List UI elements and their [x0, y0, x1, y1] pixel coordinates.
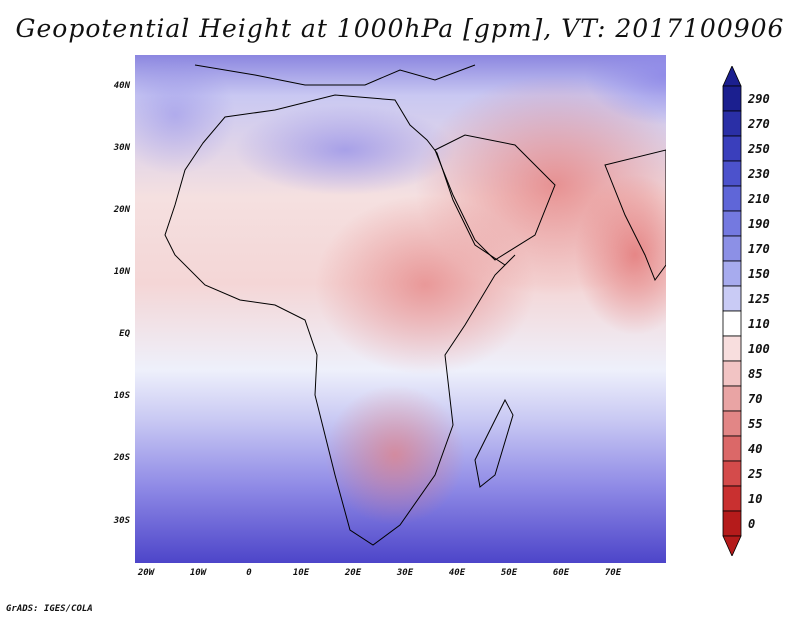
lon-label: 0: [246, 568, 252, 578]
lat-label: 10S: [113, 391, 130, 401]
colorbar-label: 230: [748, 166, 770, 181]
colorbar-swatch: [722, 235, 742, 262]
colorbar-label: 190: [748, 216, 770, 231]
colorbar-label: 250: [748, 141, 770, 156]
colorbar-label: 40: [748, 441, 763, 456]
colorbar-swatch: [722, 85, 742, 112]
colorbar-label: 55: [748, 416, 763, 431]
height-field-map: [135, 55, 666, 563]
colorbar-label: 0: [748, 516, 756, 531]
colorbar-label: 100: [748, 341, 770, 356]
colorbar-swatch: [722, 510, 742, 537]
lon-label: 70E: [604, 568, 622, 578]
lat-label: 30N: [113, 143, 130, 153]
colorbar-swatch: [722, 185, 742, 212]
colorbar-label: 150: [748, 266, 770, 281]
colorbar-label: 85: [748, 366, 763, 381]
colorbar-label: 125: [748, 291, 770, 306]
arabia-coastline: [434, 134, 556, 261]
colorbar-top-arrow: [722, 66, 742, 87]
colorbar-label: 270: [748, 116, 770, 131]
colorbar-swatch: [722, 385, 742, 412]
colorbar-swatch: [722, 435, 742, 462]
colorbar-label: 25: [748, 466, 763, 481]
colorbar-swatch: [722, 285, 742, 312]
colorbar-swatch: [722, 310, 742, 337]
colorbar-label: 290: [748, 91, 770, 106]
colorbar-label: 110: [748, 316, 770, 331]
lon-label: 20W: [137, 568, 155, 578]
colorbar-swatch: [722, 335, 742, 362]
lon-label: 10W: [189, 568, 207, 578]
lat-label: 20S: [113, 453, 130, 463]
lat-label: 40N: [113, 81, 130, 91]
colorbar-swatch: [722, 410, 742, 437]
lon-label: 40E: [448, 568, 466, 578]
colorbar-label: 170: [748, 241, 770, 256]
colorbar-swatch: [722, 210, 742, 237]
colorbar-swatch: [722, 460, 742, 487]
lon-label: 10E: [292, 568, 310, 578]
lon-label: 30E: [396, 568, 414, 578]
colorbar: [722, 66, 742, 556]
lon-label: 20E: [344, 568, 362, 578]
lat-label: EQ: [119, 329, 130, 339]
colorbar-swatch: [722, 160, 742, 187]
europe-coastline: [194, 64, 476, 86]
colorbar-swatch: [722, 135, 742, 162]
credit-text: GrADS: IGES/COLA: [6, 604, 93, 614]
lat-label: 20N: [113, 205, 130, 215]
lon-label: 50E: [500, 568, 518, 578]
map-title: Geopotential Height at 1000hPa [gpm], VT…: [15, 14, 785, 43]
colorbar-swatch: [722, 360, 742, 387]
colorbar-bottom-arrow: [722, 535, 742, 556]
colorbar-label: 10: [748, 491, 763, 506]
lat-label: 30S: [113, 516, 130, 526]
india-coastline: [604, 149, 666, 282]
colorbar-swatch: [722, 485, 742, 512]
lat-label: 10N: [113, 267, 130, 277]
lon-label: 60E: [552, 568, 570, 578]
africa-coastline: [164, 94, 516, 546]
madagascar-coastline: [474, 398, 514, 488]
colorbar-label: 70: [748, 391, 763, 406]
colorbar-swatch: [722, 110, 742, 137]
colorbar-swatch: [722, 260, 742, 287]
colorbar-label: 210: [748, 191, 770, 206]
